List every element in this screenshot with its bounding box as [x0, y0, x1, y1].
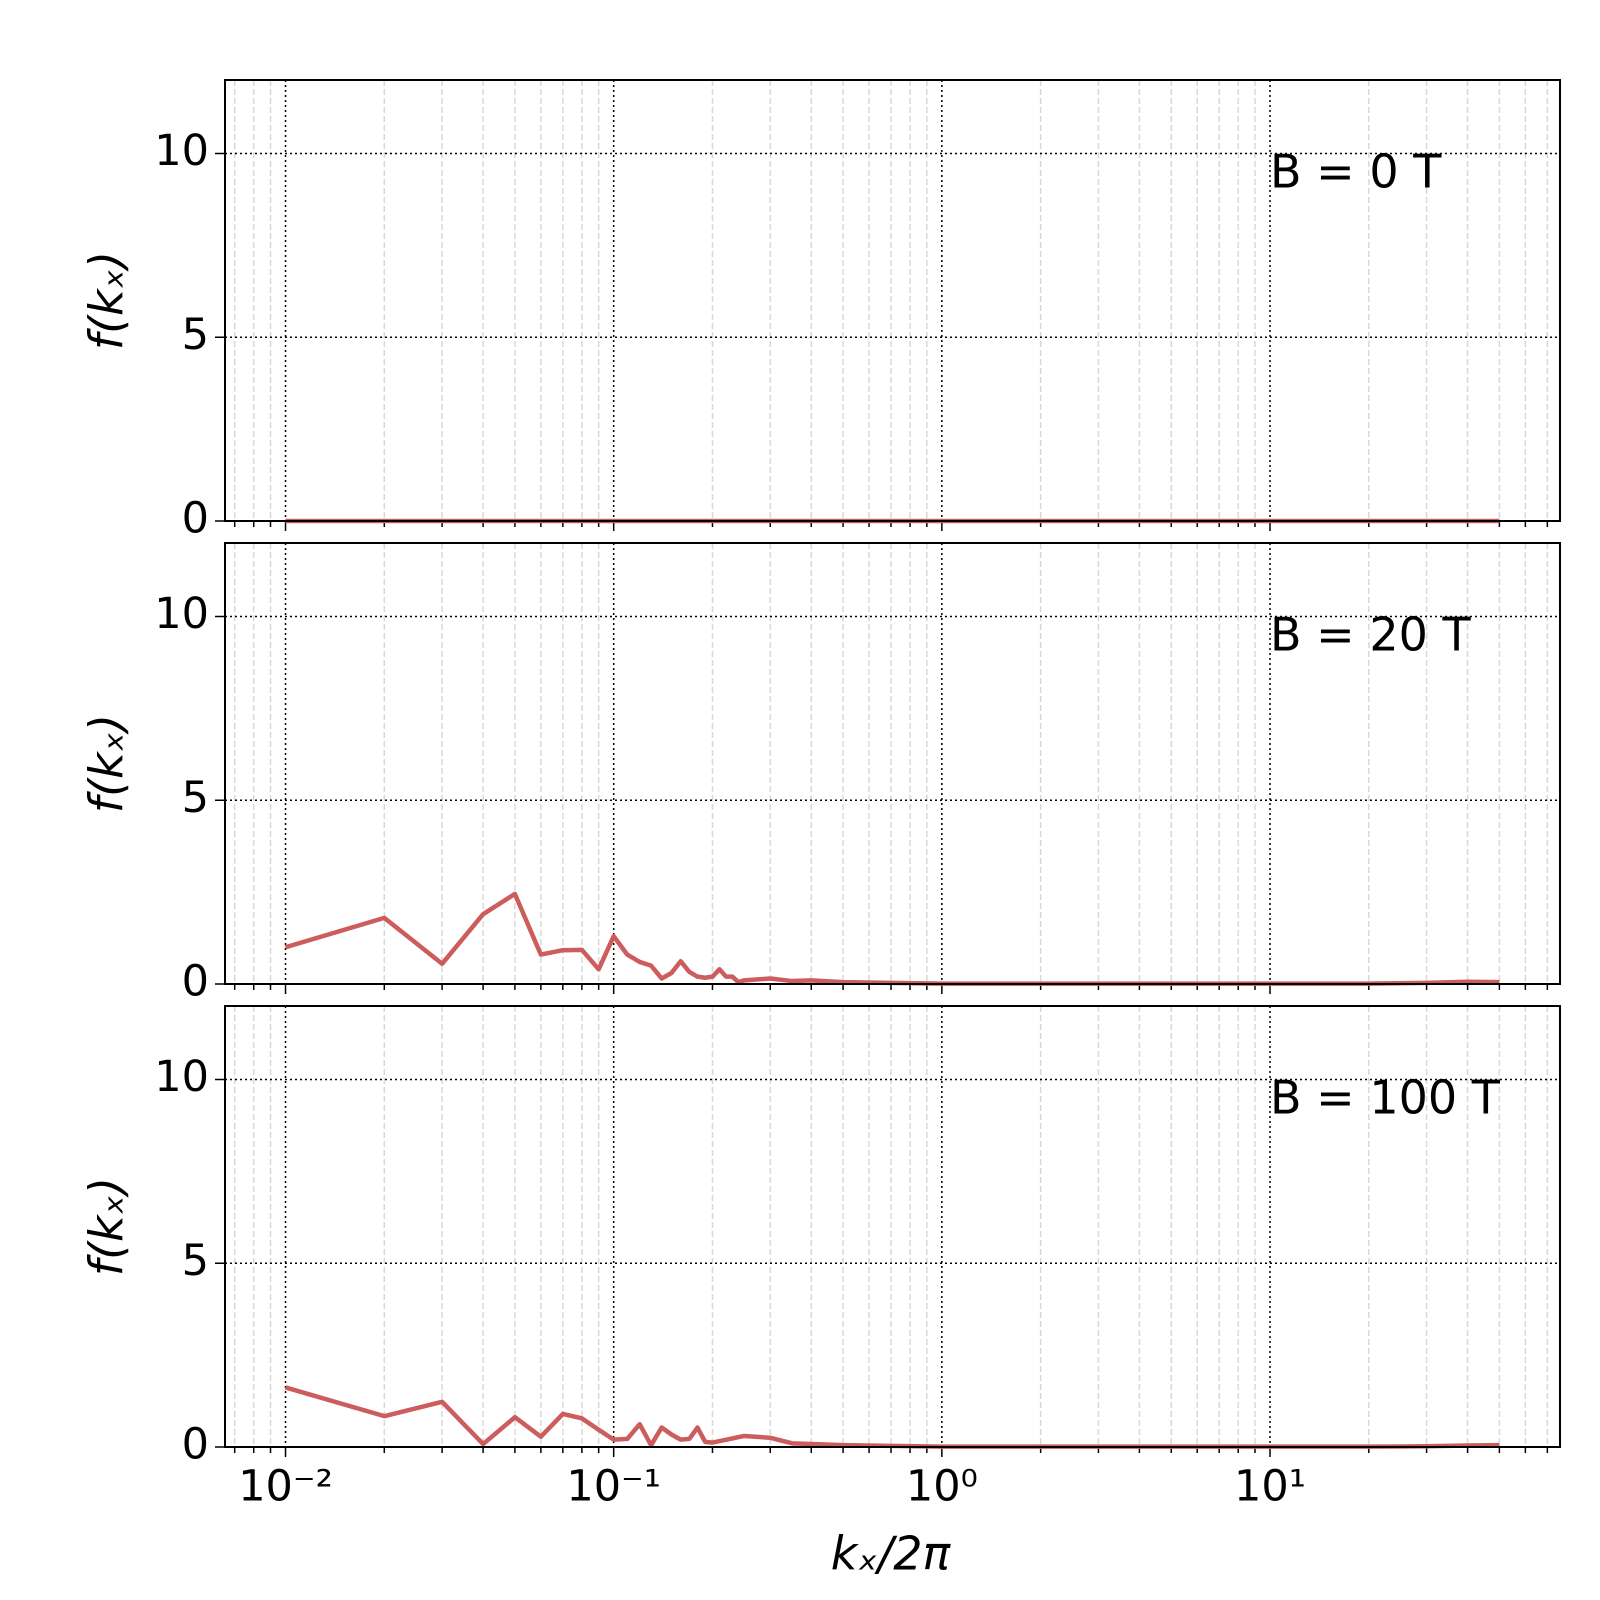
- x-tick-label: 10¹: [1234, 1462, 1306, 1512]
- y-tick-label: 5: [182, 1236, 209, 1286]
- x-tick-label: 10⁻¹: [566, 1462, 661, 1512]
- y-axis-label: f(kₓ): [80, 1177, 134, 1276]
- y-tick-label: 0: [182, 1420, 209, 1470]
- axes-frame: [224, 542, 1561, 985]
- annotation: B = 20 T: [1270, 608, 1472, 662]
- y-tick-label: 5: [182, 310, 209, 360]
- axes-frame: [224, 1005, 1561, 1448]
- y-tick-label: 10: [154, 126, 209, 176]
- y-tick-label: 0: [182, 957, 209, 1007]
- y-axis-label: f(kₓ): [80, 714, 134, 813]
- x-axis-label: kₓ/2π: [831, 1527, 952, 1581]
- x-tick-label: 10⁻²: [238, 1462, 333, 1512]
- data-line: [284, 1385, 1500, 1449]
- y-tick-label: 10: [154, 589, 209, 639]
- y-axis-label: f(kₓ): [80, 251, 134, 350]
- y-tick-label: 10: [154, 1052, 209, 1102]
- annotation: B = 100 T: [1270, 1071, 1501, 1125]
- y-tick-label: 5: [182, 773, 209, 823]
- y-tick-label: 0: [182, 494, 209, 544]
- annotation: B = 0 T: [1270, 145, 1442, 199]
- x-tick-label: 10⁰: [906, 1462, 978, 1512]
- data-line: [284, 891, 1500, 986]
- axes-frame: [224, 79, 1561, 522]
